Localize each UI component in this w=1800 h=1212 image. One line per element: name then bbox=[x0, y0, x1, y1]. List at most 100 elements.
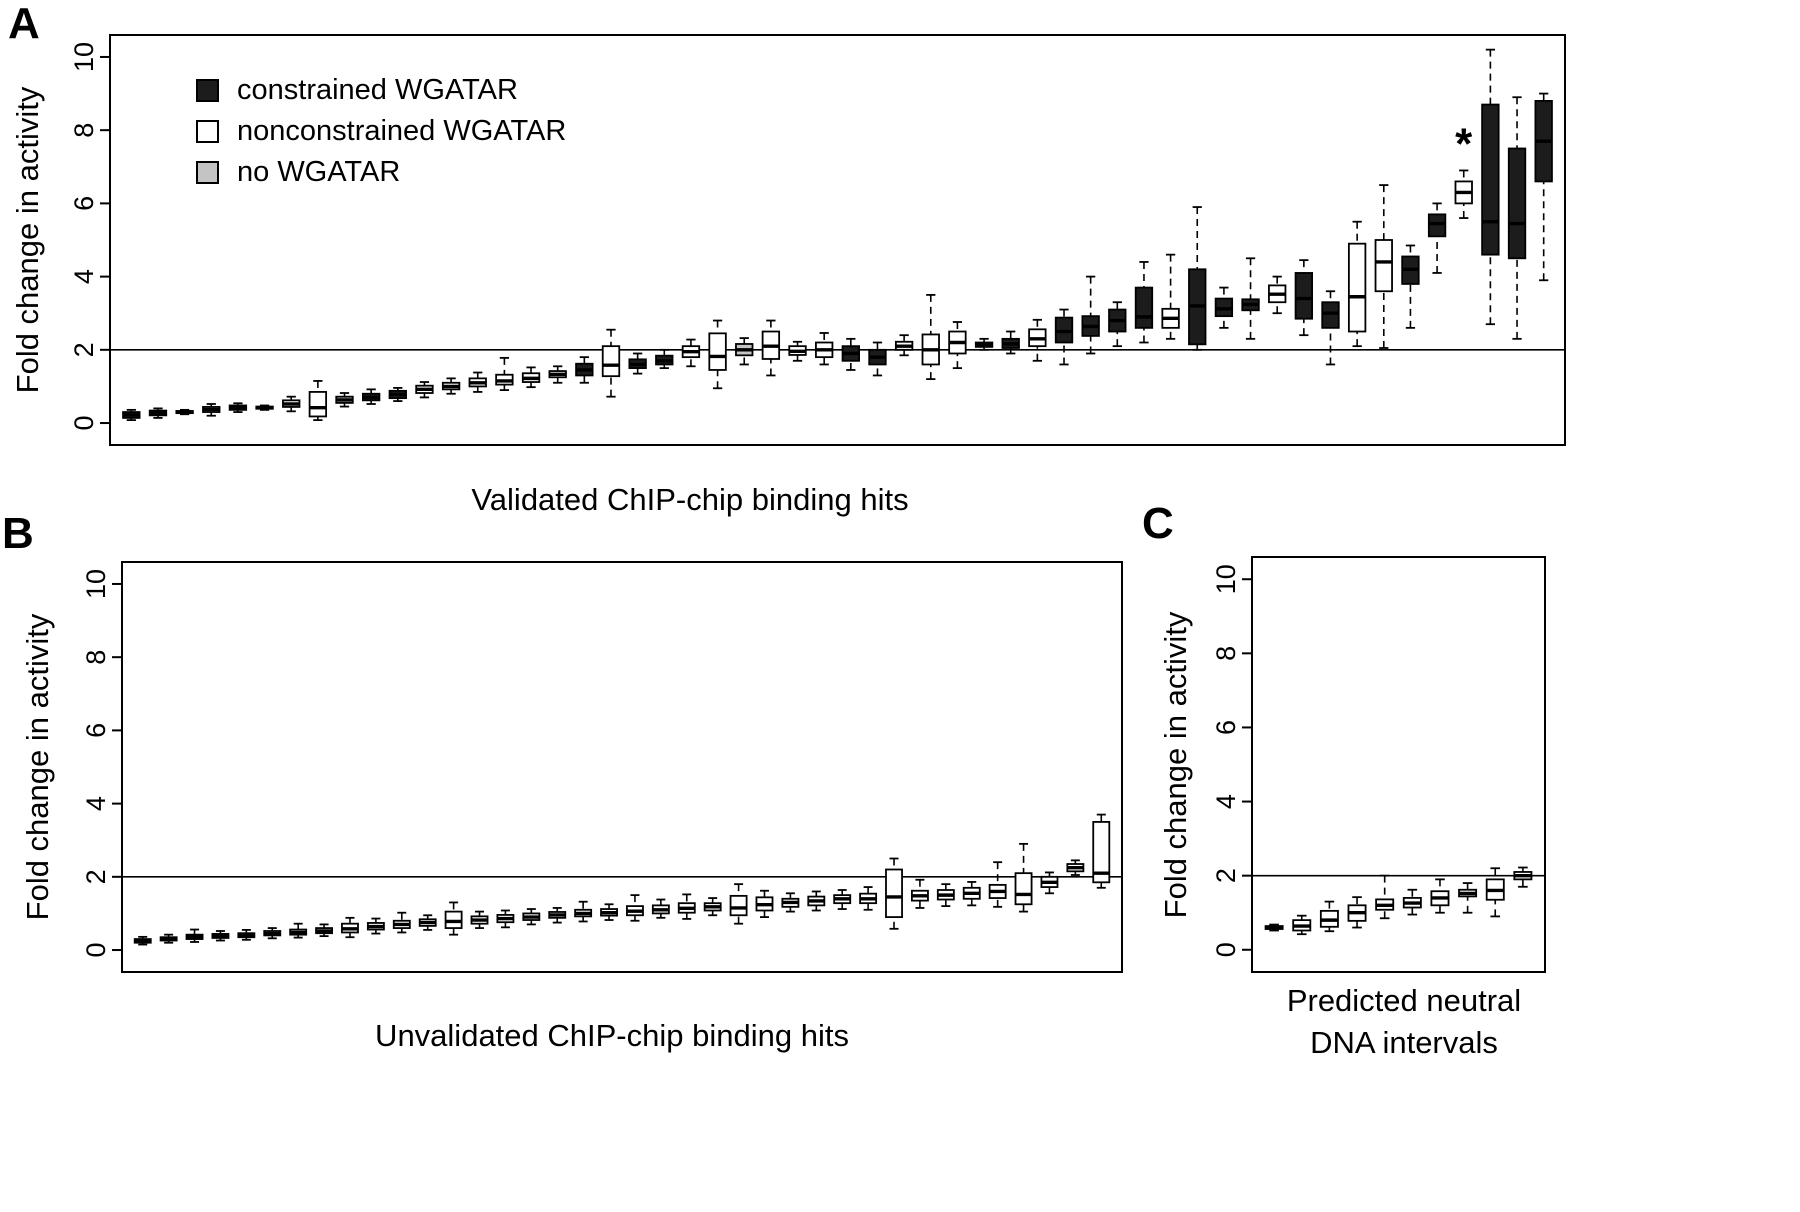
boxplot-box bbox=[1481, 48, 1500, 326]
boxplot-box bbox=[496, 909, 515, 929]
constrained-wgatar-swatch-icon bbox=[196, 79, 219, 102]
legend-item-nonconstrained: nonconstrained WGATAR bbox=[196, 111, 566, 152]
panel-a-letter: A bbox=[8, 0, 40, 48]
y-tick-label: 8 bbox=[81, 650, 111, 665]
boxplot-box bbox=[1374, 184, 1393, 349]
iqr-box bbox=[1374, 239, 1393, 293]
iqr-box bbox=[729, 894, 748, 917]
boxplot-box bbox=[1066, 859, 1085, 876]
boxplot-box bbox=[366, 917, 385, 935]
y-tick-label: 2 bbox=[1211, 868, 1241, 883]
boxplot-box bbox=[681, 338, 701, 368]
boxplot-box bbox=[628, 352, 647, 375]
boxplot-box bbox=[282, 395, 301, 413]
boxplot-box: * bbox=[1454, 119, 1473, 219]
boxplot-box bbox=[788, 340, 807, 362]
boxplot-box bbox=[1241, 257, 1260, 340]
boxplot-box bbox=[335, 392, 354, 408]
boxplot-box bbox=[361, 388, 381, 405]
boxplot-box bbox=[755, 889, 774, 918]
boxplot-box bbox=[468, 371, 487, 393]
boxplot-box bbox=[1534, 92, 1553, 282]
y-tick-label: 6 bbox=[81, 723, 111, 738]
boxplot-box bbox=[211, 930, 230, 942]
boxplot-box bbox=[1513, 866, 1533, 888]
panel-c-xlabel-line1: Predicted neutral bbox=[1286, 983, 1522, 1018]
boxplot-box bbox=[148, 407, 168, 419]
boxplot-box bbox=[841, 337, 860, 371]
iqr-box bbox=[708, 332, 727, 371]
panel-a-ylabel: Fold change in activity bbox=[10, 86, 45, 394]
panel-c-letter: C bbox=[1142, 499, 1174, 548]
boxplot-box bbox=[1054, 308, 1074, 366]
boxplot-box bbox=[1040, 871, 1059, 895]
boxplot-box bbox=[159, 933, 178, 944]
boxplot-box bbox=[495, 356, 514, 391]
y-tick-label: 4 bbox=[69, 269, 99, 284]
panel-c-ylabel: Fold change in activity bbox=[1158, 611, 1193, 919]
iqr-box bbox=[1427, 213, 1447, 238]
panel-a-plot: 0 2 4 6 8 10 * bbox=[69, 34, 1566, 446]
boxplot-box bbox=[1134, 261, 1154, 344]
boxplot-box bbox=[921, 294, 940, 381]
boxplot-box bbox=[1214, 286, 1234, 329]
boxplot-box bbox=[868, 341, 887, 377]
legend-item-constrained: constrained WGATAR bbox=[196, 70, 566, 111]
significance-star: * bbox=[1455, 119, 1473, 168]
nonconstrained-wgatar-swatch-icon bbox=[196, 120, 219, 143]
boxplot-box bbox=[833, 889, 852, 910]
boxplot-box bbox=[1458, 882, 1478, 914]
boxplot-box bbox=[315, 923, 334, 938]
iqr-box bbox=[1321, 301, 1340, 329]
y-tick-label: 2 bbox=[81, 869, 111, 884]
boxplot-box bbox=[885, 857, 903, 930]
iqr-box bbox=[308, 391, 328, 418]
y-tick-label: 8 bbox=[1211, 646, 1241, 661]
boxplot-box bbox=[237, 929, 256, 941]
boxplot-box bbox=[1292, 914, 1312, 936]
plot-border bbox=[121, 561, 1123, 973]
boxplot-box bbox=[807, 890, 826, 912]
boxplot-box bbox=[936, 883, 955, 908]
boxplot-box bbox=[522, 908, 541, 926]
boxplot-box bbox=[600, 903, 618, 921]
boxplot-box bbox=[910, 878, 929, 909]
y-tick-label: 10 bbox=[81, 569, 111, 599]
y-tick-label: 10 bbox=[69, 42, 99, 72]
boxplot-box bbox=[729, 883, 748, 925]
boxplot-box bbox=[1507, 96, 1527, 340]
boxplot-box bbox=[1014, 842, 1033, 913]
boxplot-box bbox=[1268, 275, 1287, 315]
boxplot-box bbox=[601, 328, 621, 398]
boxplot-box bbox=[1264, 923, 1284, 932]
boxplot-box bbox=[1319, 900, 1339, 933]
boxplot-box bbox=[781, 892, 800, 913]
boxplot-box bbox=[415, 381, 434, 399]
boxplot-box bbox=[988, 861, 1007, 908]
y-tick-label: 2 bbox=[69, 342, 99, 357]
boxplot-box bbox=[815, 332, 834, 366]
boxplot-box bbox=[122, 408, 141, 422]
iqr-box bbox=[885, 868, 903, 918]
no-wgatar-swatch-icon bbox=[196, 161, 219, 184]
panel-b-ylabel: Fold change in activity bbox=[20, 613, 55, 921]
iqr-box bbox=[1092, 821, 1111, 884]
boxplot-box bbox=[655, 348, 674, 370]
boxplot-box bbox=[392, 911, 411, 934]
legend-label: no WGATAR bbox=[237, 156, 401, 188]
boxplot-box bbox=[1028, 318, 1047, 362]
iqr-box bbox=[1014, 872, 1033, 906]
boxplot-box bbox=[859, 886, 878, 911]
iqr-box bbox=[1347, 242, 1367, 333]
panel-a-xlabel: Validated ChIP-chip binding hits bbox=[471, 482, 909, 517]
boxplot-box bbox=[1375, 874, 1395, 920]
y-tick-label: 4 bbox=[81, 796, 111, 811]
boxplot-box bbox=[470, 910, 489, 929]
panel-c-plot: 0 2 4 6 8 10 bbox=[1211, 556, 1546, 973]
boxplot-box bbox=[548, 365, 567, 384]
y-tick-label: 0 bbox=[81, 943, 111, 958]
boxplot-box bbox=[263, 927, 282, 940]
boxplot-box bbox=[548, 907, 567, 924]
boxplot-box bbox=[1081, 275, 1100, 355]
boxplot-box bbox=[708, 319, 727, 390]
